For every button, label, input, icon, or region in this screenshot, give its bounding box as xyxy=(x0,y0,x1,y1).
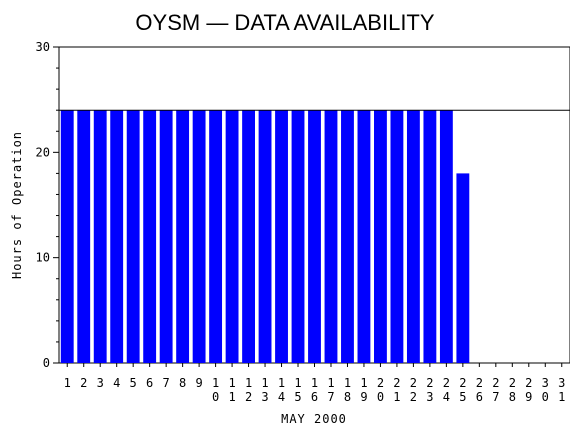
bars-group xyxy=(60,110,470,363)
x-tick-label: 2 xyxy=(80,376,87,390)
bar-9 xyxy=(192,110,206,363)
bar-4 xyxy=(110,110,124,363)
x-tick-label: 6 xyxy=(146,376,153,390)
x-tick-label: 7 xyxy=(163,376,170,390)
bar-16 xyxy=(308,110,321,363)
x-tick-label: 4 xyxy=(113,376,120,390)
y-tick-label: 20 xyxy=(36,145,50,159)
chart-title: OYSM — DATA AVAILABILITY xyxy=(135,10,434,35)
bar-19 xyxy=(357,110,371,363)
bar-25 xyxy=(456,173,470,363)
bar-15 xyxy=(291,110,305,363)
y-tick-label: 0 xyxy=(43,356,50,370)
bar-2 xyxy=(77,110,91,363)
bar-12 xyxy=(242,110,255,363)
bar-13 xyxy=(258,110,272,363)
bar-3 xyxy=(93,110,107,363)
bar-11 xyxy=(225,110,239,363)
bar-24 xyxy=(439,110,453,363)
bar-18 xyxy=(341,110,354,363)
bar-14 xyxy=(275,110,288,363)
y-axis-label: Hours of Operation xyxy=(10,131,24,279)
y-tick-label: 10 xyxy=(36,251,50,265)
bar-6 xyxy=(143,110,157,363)
x-tick-label: 8 xyxy=(179,376,186,390)
bar-10 xyxy=(209,110,223,363)
x-tick-label: 5 xyxy=(130,376,137,390)
bar-17 xyxy=(324,110,338,363)
bar-8 xyxy=(176,110,190,363)
y-axis: 0 10 20 30 xyxy=(36,40,59,370)
x-axis: 1 2 3 4 5 6 7 8 9 1 01 11 21 31 41 51 61 71 81 92 02 12 22 32 42… xyxy=(64,363,565,404)
x-tick-label: 3 xyxy=(97,376,104,390)
y-tick-label: 30 xyxy=(36,40,50,54)
bar-20 xyxy=(374,110,387,363)
bar-21 xyxy=(390,110,404,363)
bar-1 xyxy=(60,110,74,363)
bar-7 xyxy=(159,110,173,363)
bar-5 xyxy=(126,110,140,363)
x-tick-label: 1 xyxy=(64,376,71,390)
x-tick-label: 9 xyxy=(195,376,202,390)
bar-23 xyxy=(423,110,437,363)
x-axis-label: MAY 2000 xyxy=(281,412,347,426)
bar-22 xyxy=(406,110,420,363)
